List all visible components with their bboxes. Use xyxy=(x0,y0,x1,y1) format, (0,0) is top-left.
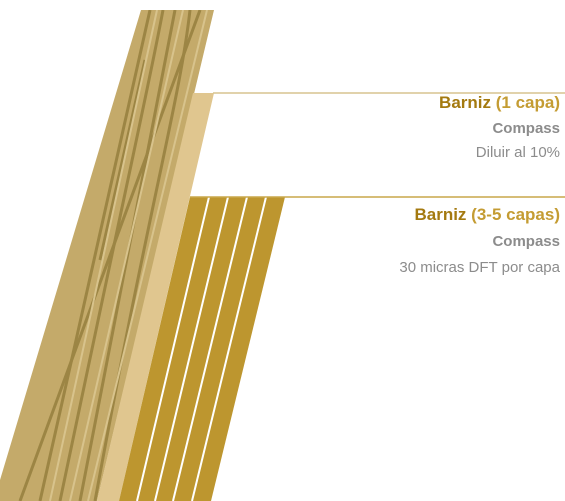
diagram: Barniz (1 capa) Compass Diluir al 10% Ba… xyxy=(0,0,565,501)
note: 30 micras DFT por capa xyxy=(399,259,560,276)
product-name: Barniz xyxy=(439,93,491,112)
note: Diluir al 10% xyxy=(476,144,560,161)
brand: Compass xyxy=(492,233,560,250)
layer-title: Barniz (1 capa) xyxy=(439,93,560,112)
brand: Compass xyxy=(492,120,560,137)
coat-count: (3-5 capas) xyxy=(471,205,560,224)
coat-count: (1 capa) xyxy=(496,93,560,112)
layer-title: Barniz (3-5 capas) xyxy=(414,205,560,224)
product-name: Barniz xyxy=(414,205,466,224)
